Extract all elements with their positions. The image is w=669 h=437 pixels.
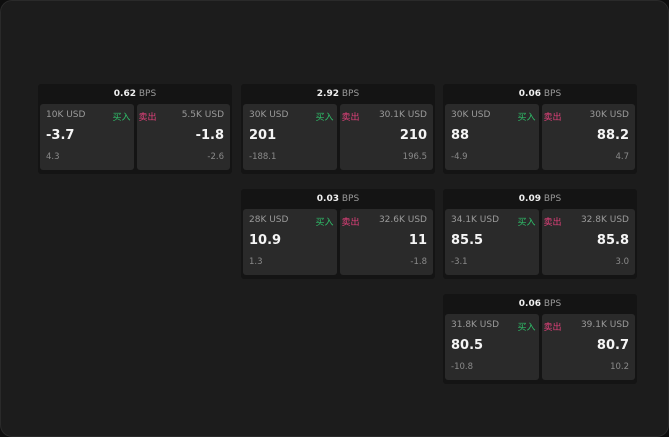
quote-card: 0.06 BPS 30K USD 买入 88 -4.9 卖出 30K USD 8… — [443, 84, 637, 174]
buy-quantity: 30K USD — [451, 110, 491, 120]
buy-change: -4.9 — [451, 152, 468, 162]
spread-unit: BPS — [341, 194, 360, 204]
sell-price: 210 — [399, 128, 427, 143]
quote-card: 0.09 BPS 34.1K USD 买入 85.5 -3.1 卖出 32.8K… — [443, 189, 637, 279]
quote-card: 0.62 BPS 10K USD 买入 -3.7 4.3 卖出 5.5K USD… — [38, 84, 232, 174]
buy-label: 买入 — [315, 218, 334, 228]
sell-change: 4.7 — [615, 152, 629, 162]
sell-label: 卖出 — [543, 323, 562, 333]
sell-quantity: 30.1K USD — [378, 110, 427, 120]
buy-panel[interactable]: 30K USD 买入 88 -4.9 — [445, 104, 539, 170]
buy-panel[interactable]: 34.1K USD 买入 85.5 -3.1 — [445, 209, 539, 275]
spread-unit: BPS — [543, 89, 562, 99]
sell-label: 卖出 — [543, 218, 562, 228]
buy-label: 买入 — [517, 323, 536, 333]
sell-panel[interactable]: 卖出 39.1K USD 80.7 10.2 — [541, 314, 635, 380]
buy-panel[interactable]: 30K USD 买入 201 -188.1 — [243, 104, 337, 170]
sell-change: 196.5 — [402, 152, 427, 162]
spread-value: 0.62 — [113, 89, 136, 99]
buy-price: -3.7 — [46, 128, 75, 143]
buy-price: 88 — [451, 128, 470, 143]
spread-header: 0.06 BPS — [443, 294, 637, 314]
sell-price: 80.7 — [596, 338, 629, 353]
buy-quantity: 10K USD — [46, 110, 86, 120]
buy-change: -10.8 — [451, 362, 473, 372]
buy-label: 买入 — [112, 113, 131, 123]
sell-label: 卖出 — [138, 113, 157, 123]
sell-price: -1.8 — [195, 128, 224, 143]
sell-panel[interactable]: 卖出 32.6K USD 11 -1.8 — [339, 209, 433, 275]
buy-change: 1.3 — [249, 257, 263, 267]
sell-change: 3.0 — [615, 257, 629, 267]
buy-quantity: 34.1K USD — [451, 215, 500, 225]
buy-label: 买入 — [315, 113, 334, 123]
buy-price: 80.5 — [451, 338, 484, 353]
sell-label: 卖出 — [341, 113, 360, 123]
sell-panel[interactable]: 卖出 30K USD 88.2 4.7 — [541, 104, 635, 170]
buy-price: 10.9 — [249, 233, 282, 248]
sell-panel[interactable]: 卖出 30.1K USD 210 196.5 — [339, 104, 433, 170]
spread-unit: BPS — [543, 194, 562, 204]
buy-quantity: 30K USD — [249, 110, 289, 120]
sell-price: 88.2 — [596, 128, 629, 143]
buy-quantity: 28K USD — [249, 215, 289, 225]
spread-header: 0.06 BPS — [443, 84, 637, 104]
sell-quantity: 39.1K USD — [580, 320, 629, 330]
spread-unit: BPS — [543, 299, 562, 309]
sell-change: 10.2 — [610, 362, 629, 372]
sell-quantity: 30K USD — [589, 110, 629, 120]
sell-price: 11 — [408, 233, 427, 248]
sell-panel[interactable]: 卖出 5.5K USD -1.8 -2.6 — [136, 104, 230, 170]
spread-header: 2.92 BPS — [241, 84, 435, 104]
spread-header: 0.03 BPS — [241, 189, 435, 209]
quote-card: 0.03 BPS 28K USD 买入 10.9 1.3 卖出 32.6K US… — [241, 189, 435, 279]
buy-change: -3.1 — [451, 257, 468, 267]
spread-header: 0.09 BPS — [443, 189, 637, 209]
buy-panel[interactable]: 31.8K USD 买入 80.5 -10.8 — [445, 314, 539, 380]
buy-change: -188.1 — [249, 152, 277, 162]
sell-quantity: 32.8K USD — [580, 215, 629, 225]
buy-quantity: 31.8K USD — [451, 320, 500, 330]
sell-quantity: 5.5K USD — [181, 110, 224, 120]
spread-header: 0.62 BPS — [38, 84, 232, 104]
buy-change: 4.3 — [46, 152, 60, 162]
buy-price: 201 — [249, 128, 277, 143]
sell-change: -2.6 — [207, 152, 224, 162]
buy-price: 85.5 — [451, 233, 484, 248]
spread-value: 0.06 — [518, 89, 541, 99]
spread-value: 0.09 — [518, 194, 541, 204]
quote-card: 0.06 BPS 31.8K USD 买入 80.5 -10.8 卖出 39.1… — [443, 294, 637, 384]
spread-value: 0.03 — [316, 194, 339, 204]
sell-price: 85.8 — [596, 233, 629, 248]
buy-panel[interactable]: 10K USD 买入 -3.7 4.3 — [40, 104, 134, 170]
sell-label: 卖出 — [543, 113, 562, 123]
spread-value: 2.92 — [316, 89, 339, 99]
sell-panel[interactable]: 卖出 32.8K USD 85.8 3.0 — [541, 209, 635, 275]
sell-label: 卖出 — [341, 218, 360, 228]
spread-unit: BPS — [341, 89, 360, 99]
buy-panel[interactable]: 28K USD 买入 10.9 1.3 — [243, 209, 337, 275]
quote-card: 2.92 BPS 30K USD 买入 201 -188.1 卖出 30.1K … — [241, 84, 435, 174]
sell-change: -1.8 — [410, 257, 427, 267]
spread-value: 0.06 — [518, 299, 541, 309]
spread-unit: BPS — [138, 89, 157, 99]
buy-label: 买入 — [517, 113, 536, 123]
buy-label: 买入 — [517, 218, 536, 228]
sell-quantity: 32.6K USD — [378, 215, 427, 225]
